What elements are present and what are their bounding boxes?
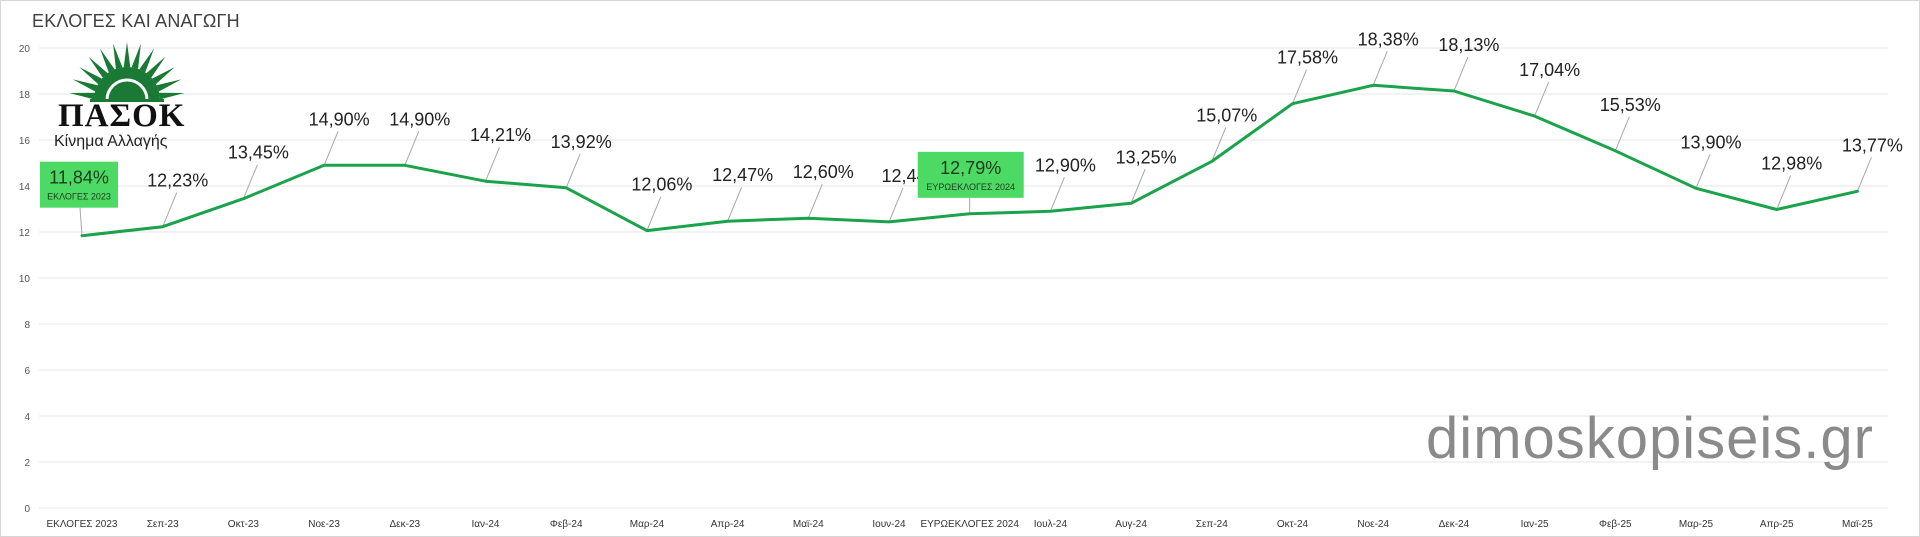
y-tick-label: 2 — [24, 458, 30, 469]
leader-line — [1453, 56, 1469, 92]
x-tick-label: Μαρ-24 — [630, 519, 665, 530]
leader-line — [242, 164, 258, 199]
y-tick-label: 6 — [24, 366, 30, 377]
x-tick-label: Φεβ-24 — [550, 519, 583, 530]
data-label: 15,53% — [1600, 95, 1661, 115]
data-label: 12,90% — [1035, 155, 1096, 175]
x-tick-label: Νοε-24 — [1357, 519, 1389, 530]
leader-line — [1372, 51, 1388, 86]
y-tick-label: 12 — [19, 228, 31, 239]
y-tick-label: 18 — [19, 90, 31, 101]
leader-line — [162, 192, 178, 227]
logo-wordmark: ΠΑΣΟΚ — [58, 98, 186, 134]
data-label: 14,90% — [389, 109, 450, 129]
x-tick-label: ΕΚΛΟΓΕΣ 2023 — [47, 519, 118, 530]
x-tick-label: Δεκ-24 — [1439, 519, 1470, 530]
x-tick-label: Φεβ-25 — [1599, 519, 1632, 530]
y-tick-label: 0 — [24, 504, 30, 515]
data-label: 15,07% — [1196, 105, 1257, 125]
y-axis-ticks: 0 2 4 6 8 10 12 14 16 18 20 — [19, 44, 31, 515]
highlight-box — [40, 161, 118, 208]
leader-line — [1130, 169, 1146, 204]
x-tick-label: Ιαν-25 — [1521, 519, 1549, 530]
x-tick-label: Ιουλ-24 — [1034, 519, 1068, 530]
series-line — [80, 83, 1859, 238]
x-tick-label: Νοε-23 — [308, 519, 340, 530]
data-label: 13,77% — [1842, 135, 1903, 155]
data-label: 13,25% — [1116, 147, 1177, 167]
y-tick-label: 16 — [19, 136, 31, 147]
leader-line — [727, 186, 743, 222]
x-tick-label: Μαϊ-24 — [793, 519, 824, 530]
x-tick-label: Οκτ-24 — [1277, 519, 1309, 530]
gridlines — [39, 47, 1888, 509]
logo-tagline: Κίνημα Αλλαγής — [54, 133, 168, 150]
leader-line — [1211, 127, 1227, 162]
leader-line — [323, 131, 339, 166]
leader-line — [565, 153, 581, 189]
data-label: 12,23% — [147, 171, 208, 191]
y-tick-label: 20 — [19, 44, 31, 55]
y-tick-label: 10 — [19, 274, 31, 285]
leader-line — [485, 146, 500, 182]
x-tick-label: Ιαν-24 — [471, 519, 499, 530]
x-tick-label: Οκτ-23 — [228, 519, 260, 530]
leader-line — [1049, 177, 1065, 212]
data-labels: 11,84% ΕΚΛΟΓΕΣ 2023 12,23% 13,45% 14,90% 14,9… — [40, 29, 1903, 208]
x-tick-label: Σεπ-23 — [147, 519, 179, 530]
x-axis-ticks: ΕΚΛΟΓΕΣ 2023 Σεπ-23 Οκτ-23 Νοε-23 Δεκ-23 Ιαν-… — [47, 519, 1874, 530]
y-tick-label: 14 — [19, 182, 31, 193]
data-label: 12,06% — [631, 175, 692, 195]
leader-line — [404, 131, 420, 166]
y-tick-label: 4 — [24, 412, 30, 423]
leader-line — [1614, 116, 1630, 152]
data-label: 17,04% — [1519, 60, 1580, 80]
leader-line — [888, 187, 904, 223]
data-label: 18,13% — [1438, 35, 1499, 55]
leader-line — [79, 207, 83, 236]
y-tick-label: 8 — [24, 320, 30, 331]
x-tick-label: Ιουν-24 — [872, 519, 906, 530]
data-label: 12,98% — [1761, 153, 1822, 173]
data-label: 12,44 — [881, 166, 926, 186]
chart-title: ΕΚΛΟΓΕΣ ΚΑΙ ΑΝΑΓΩΓΗ — [32, 11, 240, 31]
x-tick-label: Σεπ-24 — [1196, 519, 1228, 530]
highlight-sublabel: ΕΥΡΩΕΚΛΟΓΕΣ 2024 — [926, 182, 1015, 192]
x-tick-label: Δεκ-23 — [390, 519, 421, 530]
sun-emblem-icon — [69, 42, 185, 102]
x-tick-label: Μαρ-25 — [1679, 519, 1714, 530]
leader-line — [1695, 154, 1711, 189]
data-label: 14,90% — [309, 109, 370, 129]
data-label: 13,92% — [551, 132, 612, 152]
leader-line — [1776, 175, 1792, 210]
data-label: 12,47% — [712, 165, 773, 185]
data-label: 17,58% — [1277, 48, 1338, 68]
data-label: 13,45% — [228, 143, 289, 163]
leader-line — [1292, 69, 1307, 104]
pasok-logo: ΠΑΣΟΚ Κίνημα Αλλαγής — [52, 38, 202, 156]
label-leader-lines — [79, 51, 1872, 236]
data-label: 12,79% — [940, 158, 1001, 178]
leader-line — [646, 196, 662, 231]
data-label: 11,84% — [49, 168, 109, 188]
data-label: 14,21% — [470, 125, 531, 145]
data-label: 13,90% — [1680, 132, 1741, 152]
highlight-sublabel: ΕΚΛΟΓΕΣ 2023 — [47, 192, 111, 202]
data-label: 18,38% — [1358, 29, 1419, 49]
leader-line — [1856, 157, 1872, 192]
watermark: dimoskopiseis.gr — [1426, 406, 1874, 471]
x-tick-label: Μαϊ-25 — [1842, 519, 1873, 530]
x-tick-label: Αυγ-24 — [1115, 519, 1147, 530]
leader-line — [1534, 81, 1550, 117]
leader-line — [807, 184, 823, 219]
x-tick-label: ΕΥΡΩΕΚΛΟΓΕΣ 2024 — [920, 519, 1019, 530]
highlight-box — [917, 151, 1024, 198]
x-tick-label: Απρ-25 — [1760, 519, 1794, 530]
data-label: 12,60% — [793, 162, 854, 182]
x-tick-label: Απρ-24 — [711, 519, 745, 530]
